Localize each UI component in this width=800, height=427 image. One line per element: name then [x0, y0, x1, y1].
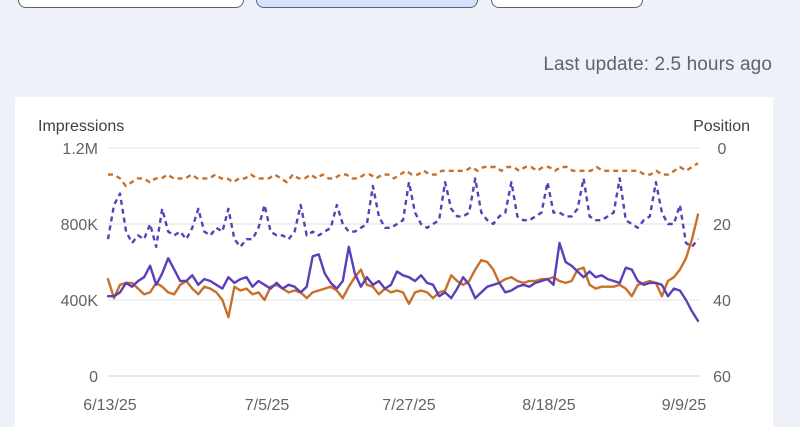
impressions-compare-line	[108, 162, 699, 188]
x-tick-label: 9/9/25	[662, 397, 707, 414]
position-line	[106, 241, 700, 323]
performance-chart-card: Impressions Position 1.2M 0 800K 20 400K 40 0 60 6…	[15, 97, 773, 427]
right-tick-label: 0	[718, 141, 727, 158]
x-tick-label: 8/18/25	[522, 397, 575, 414]
left-axis-title: Impressions	[38, 118, 124, 135]
x-tick-label: 7/27/25	[382, 397, 435, 414]
right-tick-label: 20	[713, 217, 731, 234]
x-tick-label: 7/5/25	[245, 397, 290, 414]
x-tick-label: 6/13/25	[83, 397, 136, 414]
last-update-text: Last update: 2.5 hours ago	[543, 54, 772, 75]
filter-chip-2-active[interactable]	[256, 0, 478, 8]
left-tick-label: 400K	[61, 293, 99, 310]
performance-chart[interactable]: Impressions Position 1.2M 0 800K 20 400K 40 0 60 6…	[15, 97, 773, 427]
left-tick-label: 0	[89, 369, 98, 386]
left-tick-label: 800K	[61, 217, 99, 234]
right-tick-label: 60	[713, 369, 731, 386]
filter-chip-3[interactable]	[491, 0, 643, 8]
position-compare-line	[106, 177, 699, 249]
impressions-line	[106, 213, 700, 319]
right-tick-label: 40	[713, 293, 731, 310]
left-tick-label: 1.2M	[62, 141, 98, 158]
right-axis-title: Position	[693, 118, 750, 135]
filter-chip-1[interactable]	[18, 0, 244, 8]
